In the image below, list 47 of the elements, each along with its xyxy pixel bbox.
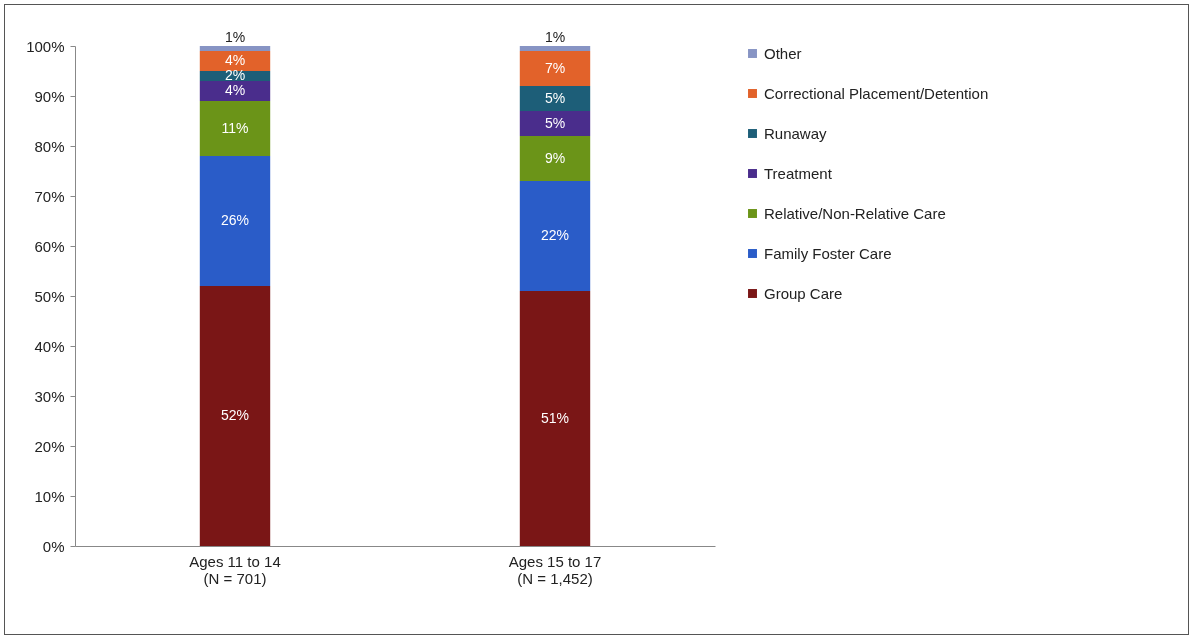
bar: [199, 286, 271, 546]
legend-label: Relative/Non-Relative Care: [764, 204, 946, 222]
bar: [519, 111, 591, 136]
y-tick-label: 30%: [34, 387, 65, 405]
y-tick-label: 0%: [42, 537, 65, 555]
bar: [519, 46, 591, 51]
y-tick-label: 70%: [34, 187, 65, 205]
bar: [519, 51, 591, 86]
legend-label: Correctional Placement/Detention: [764, 84, 989, 102]
bar: [519, 86, 591, 111]
y-tick-label: 20%: [34, 437, 65, 455]
x-tick-label: Ages 15 to 17 (N = 1,452): [508, 552, 602, 587]
y-tick-label: 60%: [34, 237, 65, 255]
bar: [519, 181, 591, 291]
bar: [519, 291, 591, 546]
bar: [199, 101, 271, 156]
y-tick-label: 40%: [34, 337, 65, 355]
data-label: 1%: [224, 29, 246, 45]
data-label: 52%: [220, 407, 250, 423]
legend-label: Other: [764, 44, 802, 62]
data-label: 4%: [224, 82, 246, 98]
data-label: 5%: [544, 89, 566, 106]
legend-label: Family Foster Care: [764, 244, 892, 262]
legend-label: Runaway: [764, 124, 828, 142]
data-label: 2%: [224, 67, 246, 83]
data-label: 11%: [221, 119, 249, 136]
bar: [199, 156, 271, 286]
data-label: 1%: [544, 29, 566, 45]
data-label: 9%: [544, 149, 566, 166]
bar: [519, 136, 591, 181]
y-tick-label: 90%: [34, 87, 65, 105]
y-tick-label: 80%: [34, 137, 65, 155]
legend-label: Treatment: [764, 164, 833, 182]
data-label: 4%: [224, 52, 246, 68]
bar: [199, 81, 271, 101]
data-label: 51%: [540, 409, 570, 426]
data-label: 22%: [540, 227, 570, 243]
bar: [199, 51, 271, 71]
y-tick-label: 100%: [26, 37, 65, 55]
legend-label: Group Care: [764, 284, 843, 302]
y-tick-label: 10%: [34, 487, 65, 505]
y-tick-label: 50%: [34, 287, 65, 305]
data-label: 7%: [544, 59, 566, 76]
data-label: 26%: [220, 212, 250, 228]
data-label: 5%: [544, 114, 566, 131]
x-tick-label: Ages 11 to 14 (N = 701): [189, 552, 281, 587]
bar: [199, 46, 271, 51]
